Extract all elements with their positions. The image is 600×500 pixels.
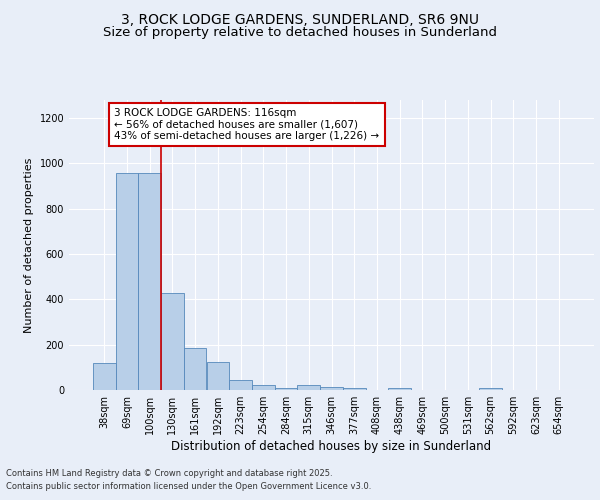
Bar: [479, 388, 502, 390]
Bar: [206, 362, 229, 390]
Bar: [116, 172, 139, 390]
Bar: [161, 292, 184, 390]
Bar: [388, 388, 411, 390]
Bar: [343, 388, 365, 390]
Y-axis label: Number of detached properties: Number of detached properties: [24, 158, 34, 332]
Text: Contains public sector information licensed under the Open Government Licence v3: Contains public sector information licen…: [6, 482, 371, 491]
Bar: [275, 388, 298, 390]
Text: Contains HM Land Registry data © Crown copyright and database right 2025.: Contains HM Land Registry data © Crown c…: [6, 468, 332, 477]
Bar: [229, 380, 252, 390]
Text: 3, ROCK LODGE GARDENS, SUNDERLAND, SR6 9NU: 3, ROCK LODGE GARDENS, SUNDERLAND, SR6 9…: [121, 12, 479, 26]
Bar: [93, 363, 116, 390]
Text: Size of property relative to detached houses in Sunderland: Size of property relative to detached ho…: [103, 26, 497, 39]
Text: 3 ROCK LODGE GARDENS: 116sqm
← 56% of detached houses are smaller (1,607)
43% of: 3 ROCK LODGE GARDENS: 116sqm ← 56% of de…: [115, 108, 380, 141]
X-axis label: Distribution of detached houses by size in Sunderland: Distribution of detached houses by size …: [172, 440, 491, 453]
Bar: [252, 386, 275, 390]
Bar: [139, 172, 161, 390]
Bar: [320, 386, 343, 390]
Bar: [184, 348, 206, 390]
Bar: [298, 386, 320, 390]
